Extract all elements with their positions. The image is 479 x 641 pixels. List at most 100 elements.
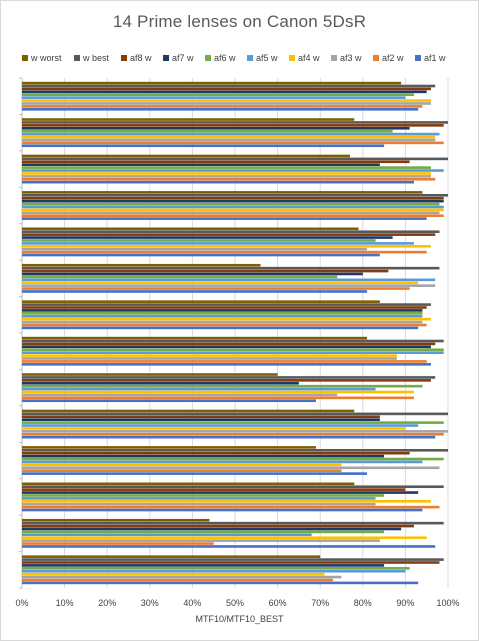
bar-af5-w	[22, 205, 444, 209]
bar-w-worst	[22, 81, 402, 85]
bar-af2-w	[22, 214, 444, 218]
bar-af3-w	[22, 430, 448, 433]
x-tick-label: 20%	[98, 598, 116, 608]
bar-af5-w	[22, 169, 444, 172]
bar-af7-w	[22, 236, 393, 239]
x-tick-label: 40%	[183, 598, 201, 608]
legend-label: w worst	[31, 53, 62, 63]
bar-af6-w	[22, 494, 385, 497]
bar-w-worst	[22, 336, 368, 340]
bar-af5-w	[22, 278, 436, 282]
bar-af1-w	[22, 581, 419, 585]
bar-af3-w	[22, 539, 380, 542]
x-tick-label: 0%	[15, 598, 28, 608]
bar-af3-w	[22, 393, 338, 397]
legend-label: w best	[83, 53, 110, 63]
bar-w-worst	[22, 118, 355, 121]
bar-af7-w	[22, 90, 427, 94]
bar-af6-w	[22, 93, 414, 97]
bar-af2-w	[22, 396, 414, 400]
bar-af4-w	[22, 244, 431, 248]
legend-item: af5 w	[247, 52, 278, 64]
legend-label: af6 w	[214, 53, 236, 63]
legend-item: af1 w	[415, 52, 446, 64]
bar-af4-w	[22, 499, 431, 503]
bar-af6-w	[22, 567, 410, 570]
bar-af8-w	[22, 524, 414, 528]
bar-af4-w	[22, 172, 431, 175]
bar-w-best	[22, 121, 448, 124]
legend-swatch	[74, 55, 80, 61]
x-tick-label: 80%	[354, 598, 372, 608]
bar-af6-w	[22, 312, 423, 315]
bar-af2-w	[22, 542, 214, 545]
bar-af1-w	[22, 217, 427, 220]
bar-af2-w	[22, 105, 423, 108]
bar-af1-w	[22, 180, 414, 184]
bar-af2-w	[22, 432, 444, 436]
bar-af7-w	[22, 454, 385, 458]
bar-w-best	[22, 339, 444, 343]
bar-w-worst	[22, 300, 380, 303]
bar-af2-w	[22, 469, 342, 473]
bar-af5-w	[22, 351, 444, 354]
legend-swatch	[22, 55, 28, 61]
bar-af7-w	[22, 491, 419, 494]
x-tick-label: 100%	[436, 598, 459, 608]
bar-af8-w	[22, 561, 440, 564]
bar-af4-w	[22, 390, 414, 394]
bar-af2-w	[22, 287, 410, 290]
bar-af8-w	[22, 87, 431, 91]
legend-label: af4 w	[298, 53, 320, 63]
bar-af7-w	[22, 163, 380, 167]
bar-af5-w	[22, 497, 376, 500]
bar-af8-w	[22, 488, 406, 491]
bar-af8-w	[22, 379, 431, 382]
x-tick-label: 30%	[141, 598, 159, 608]
bar-af3-w	[22, 175, 431, 178]
legend-swatch	[331, 55, 337, 61]
bar-af5-w	[22, 387, 376, 391]
legend-item: af8 w	[121, 52, 152, 64]
bar-w-worst	[22, 518, 210, 522]
bar-w-worst	[22, 482, 355, 486]
bar-af8-w	[22, 196, 444, 200]
bar-w-best	[22, 303, 431, 306]
bar-af7-w	[22, 345, 431, 349]
bar-w-best	[22, 157, 448, 161]
x-tick-label: 50%	[226, 598, 244, 608]
bar-w-worst	[22, 555, 321, 558]
legend-swatch	[121, 55, 127, 61]
bar-af1-w	[22, 290, 368, 293]
bar-w-worst	[22, 446, 316, 449]
bar-af5-w	[22, 132, 440, 136]
bar-af6-w	[22, 384, 423, 388]
bar-af1-w	[22, 435, 436, 439]
bar-af1-w	[22, 363, 431, 366]
bar-af3-w	[22, 247, 368, 251]
bar-w-best	[22, 376, 436, 379]
bar-af5-w	[22, 314, 423, 318]
bar-af4-w	[22, 536, 427, 540]
bar-af6-w	[22, 239, 376, 242]
bar-af1-w	[22, 508, 423, 512]
bar-af3-w	[22, 575, 342, 579]
bar-w-best	[22, 558, 444, 561]
bar-w-worst	[22, 263, 261, 267]
legend-label: af3 w	[340, 53, 362, 63]
bar-af4-w	[22, 354, 397, 357]
bar-w-best	[22, 84, 436, 88]
bar-af3-w	[22, 357, 397, 360]
bar-af2-w	[22, 578, 333, 582]
bar-af6-w	[22, 166, 431, 169]
bar-af3-w	[22, 284, 436, 287]
bar-w-best	[22, 412, 448, 416]
bar-af1-w	[22, 253, 380, 257]
bar-af5-w	[22, 460, 423, 464]
bar-af4-w	[22, 208, 444, 212]
legend-item: af4 w	[289, 52, 320, 64]
bar-af6-w	[22, 202, 440, 206]
legend-label: af7 w	[172, 53, 194, 63]
x-axis-title: MTF10/MTF10_BEST	[195, 614, 284, 624]
bar-af1-w	[22, 545, 436, 548]
